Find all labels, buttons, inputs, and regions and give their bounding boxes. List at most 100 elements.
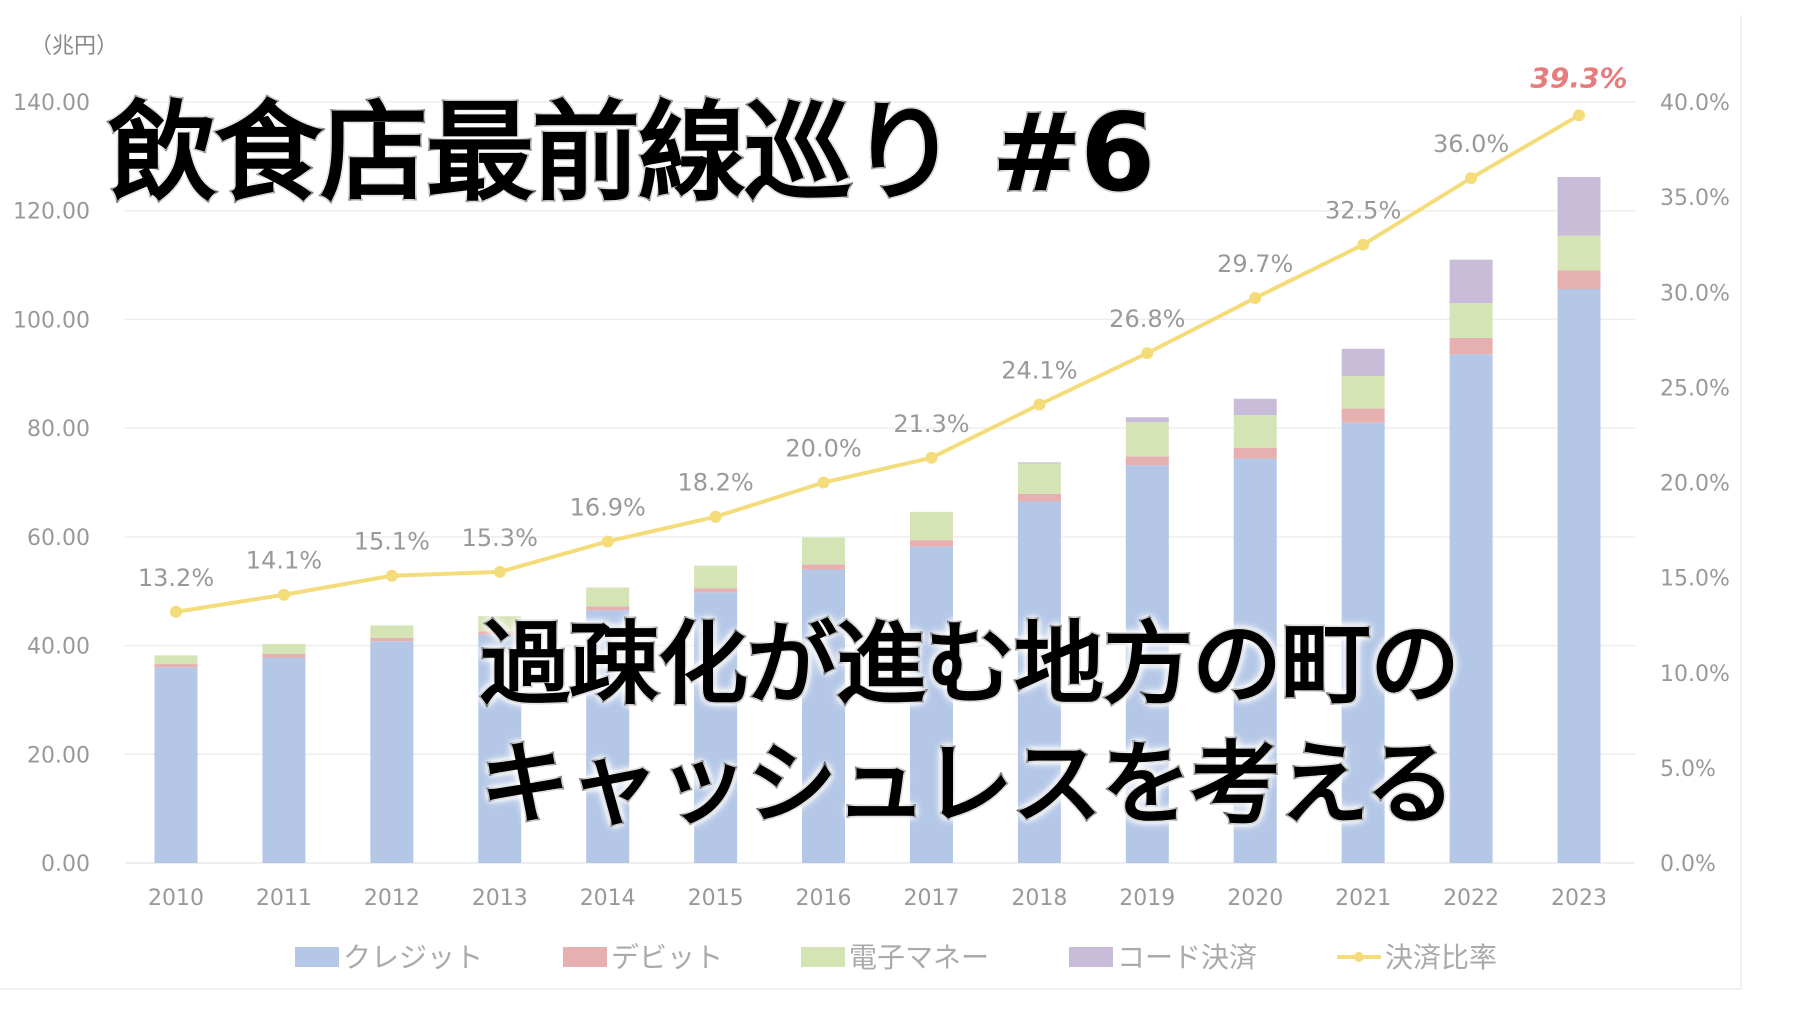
bar-segment <box>1341 375 1385 409</box>
chart-border <box>0 988 1742 990</box>
legend-label: 電子マネー <box>849 941 989 974</box>
bar-segment <box>909 540 953 547</box>
bar-segment <box>1449 303 1493 338</box>
data-label: 14.1% <box>246 547 322 575</box>
line-point <box>1141 347 1154 360</box>
x-tick-label: 2010 <box>148 886 204 911</box>
bar-segment <box>694 565 738 589</box>
line-point <box>277 588 290 601</box>
data-label: 18.2% <box>677 469 753 497</box>
x-tick-label: 2019 <box>1119 886 1175 911</box>
bar-segment <box>370 625 414 638</box>
y-tick-label: 120.00 <box>13 200 90 225</box>
y-tick-label: 20.00 <box>27 743 90 768</box>
overlay-subtitle-line2: キャッシュレスを考える <box>479 732 1457 837</box>
x-tick-label: 2017 <box>903 886 959 911</box>
x-tick-label: 2014 <box>580 886 636 911</box>
data-label: 32.5% <box>1325 197 1401 225</box>
legend-swatch <box>295 947 339 967</box>
legend-label: コード決済 <box>1117 941 1257 974</box>
bar-segment <box>154 667 198 863</box>
bar-segment <box>1557 235 1601 271</box>
bar-segment <box>1125 417 1169 423</box>
overlay-title: 飲食店最前線巡り #6 <box>106 91 1156 216</box>
legend-line-marker <box>1354 952 1364 962</box>
overlay-subtitle-line1: 過疎化が進む地方の町の <box>479 612 1462 717</box>
x-tick-label: 2011 <box>256 886 312 911</box>
bar-segment <box>154 664 198 668</box>
legend-label: デビット <box>611 941 723 974</box>
bar-segment <box>694 588 738 593</box>
line-point <box>1465 172 1478 185</box>
line-point <box>385 569 398 582</box>
x-tick-label: 2012 <box>364 886 420 911</box>
bar-segment <box>1341 408 1385 423</box>
bar-segment <box>1341 422 1385 863</box>
y2-tick-label: 35.0% <box>1660 186 1730 211</box>
bar-segment <box>1233 398 1277 416</box>
line-point <box>1573 109 1585 122</box>
y2-tick-label: 5.0% <box>1660 757 1716 782</box>
bar-segment <box>1125 456 1169 466</box>
bar-segment <box>1233 415 1277 448</box>
bar-segment <box>1557 288 1601 863</box>
bar-segment <box>1449 259 1493 304</box>
bar-segment <box>1449 354 1493 863</box>
legend-swatch <box>801 947 845 967</box>
bar-segment <box>370 637 414 642</box>
bar-segment <box>802 569 846 863</box>
x-tick-label: 2018 <box>1011 886 1067 911</box>
y-tick-label: 80.00 <box>27 417 90 442</box>
bar-segment <box>1449 337 1493 355</box>
line-series <box>175 113 1581 614</box>
line-point <box>1249 291 1262 304</box>
bar-segment <box>1017 463 1061 494</box>
y2-tick-label: 20.0% <box>1660 472 1730 497</box>
x-tick-label: 2015 <box>688 886 744 911</box>
legend-swatch <box>1069 947 1113 967</box>
y2-tick-label: 10.0% <box>1660 662 1730 687</box>
bar-segment <box>1233 447 1277 459</box>
bar-segment <box>586 587 630 607</box>
bar-segment <box>1017 501 1061 863</box>
chart-border <box>1740 15 1742 990</box>
y-axis-unit-label: （兆円） <box>30 34 119 59</box>
y2-tick-label: 25.0% <box>1660 376 1730 401</box>
data-label: 15.3% <box>462 524 538 552</box>
y-tick-label: 60.00 <box>27 526 90 551</box>
bar-segment <box>1125 422 1169 457</box>
legend-swatch <box>563 947 607 967</box>
data-label: 36.0% <box>1433 130 1509 158</box>
data-label: 16.9% <box>570 493 646 521</box>
bar-segment <box>154 655 198 665</box>
y2-tick-label: 15.0% <box>1660 567 1730 592</box>
x-tick-label: 2020 <box>1227 886 1283 911</box>
y-tick-label: 140.00 <box>13 91 90 116</box>
legend-label: クレジット <box>343 941 483 974</box>
data-label: 20.0% <box>785 435 861 463</box>
line-point <box>817 476 830 489</box>
bar-segment <box>478 634 522 863</box>
line-point <box>1033 398 1046 411</box>
line-point <box>493 565 506 578</box>
bar-segment <box>586 606 630 611</box>
line-point <box>709 510 722 523</box>
line-point <box>925 451 938 464</box>
x-tick-label: 2013 <box>472 886 528 911</box>
bar-segment <box>802 537 846 565</box>
x-tick-label: 2021 <box>1335 886 1391 911</box>
legend-label: 決済比率 <box>1385 941 1497 974</box>
data-label: 29.7% <box>1217 250 1293 278</box>
bar-segment <box>1557 177 1601 236</box>
bar-segment <box>262 643 306 654</box>
bar-segment <box>802 564 846 570</box>
x-tick-label: 2016 <box>796 886 852 911</box>
y-tick-label: 40.00 <box>27 635 90 660</box>
bar-segment <box>262 657 306 863</box>
bar-segment <box>909 511 953 541</box>
bar-segment <box>909 546 953 863</box>
bar-segment <box>1341 348 1385 376</box>
bar-segment <box>1017 493 1061 502</box>
y2-tick-label: 40.0% <box>1660 91 1730 116</box>
bar-segment <box>370 641 414 863</box>
